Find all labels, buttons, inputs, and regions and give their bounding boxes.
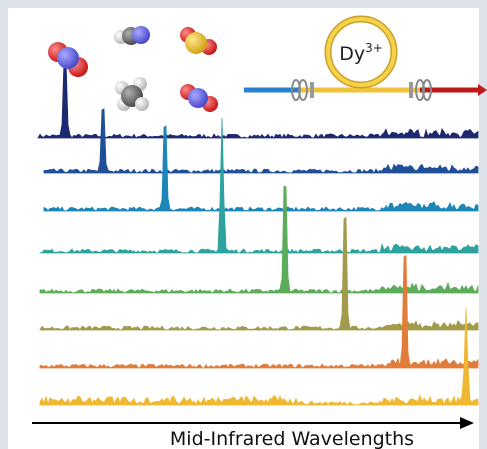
molecule-hcn bbox=[114, 26, 150, 45]
ion-base: Dy bbox=[339, 43, 365, 65]
spectrum bbox=[43, 108, 479, 174]
ion-charge: 3+ bbox=[365, 41, 383, 55]
spectra bbox=[37, 59, 479, 406]
axis-label: Mid-Infrared Wavelengths bbox=[170, 428, 414, 449]
spectrum bbox=[39, 216, 479, 331]
axis-arrow-head bbox=[460, 417, 474, 429]
molecule-no2-b bbox=[180, 84, 218, 112]
fiber-laser bbox=[244, 15, 487, 101]
spectrum bbox=[39, 254, 479, 369]
spectrum bbox=[39, 117, 479, 254]
spectrum bbox=[37, 59, 479, 139]
spectrum bbox=[39, 185, 479, 294]
molecule-so2 bbox=[180, 27, 217, 55]
spectrum bbox=[39, 307, 479, 406]
molecule-ch4 bbox=[115, 77, 149, 111]
panel bbox=[8, 8, 479, 449]
ion-label: Dy3+ bbox=[339, 41, 383, 65]
molecule-no2 bbox=[48, 42, 88, 77]
spectrum bbox=[43, 125, 479, 212]
